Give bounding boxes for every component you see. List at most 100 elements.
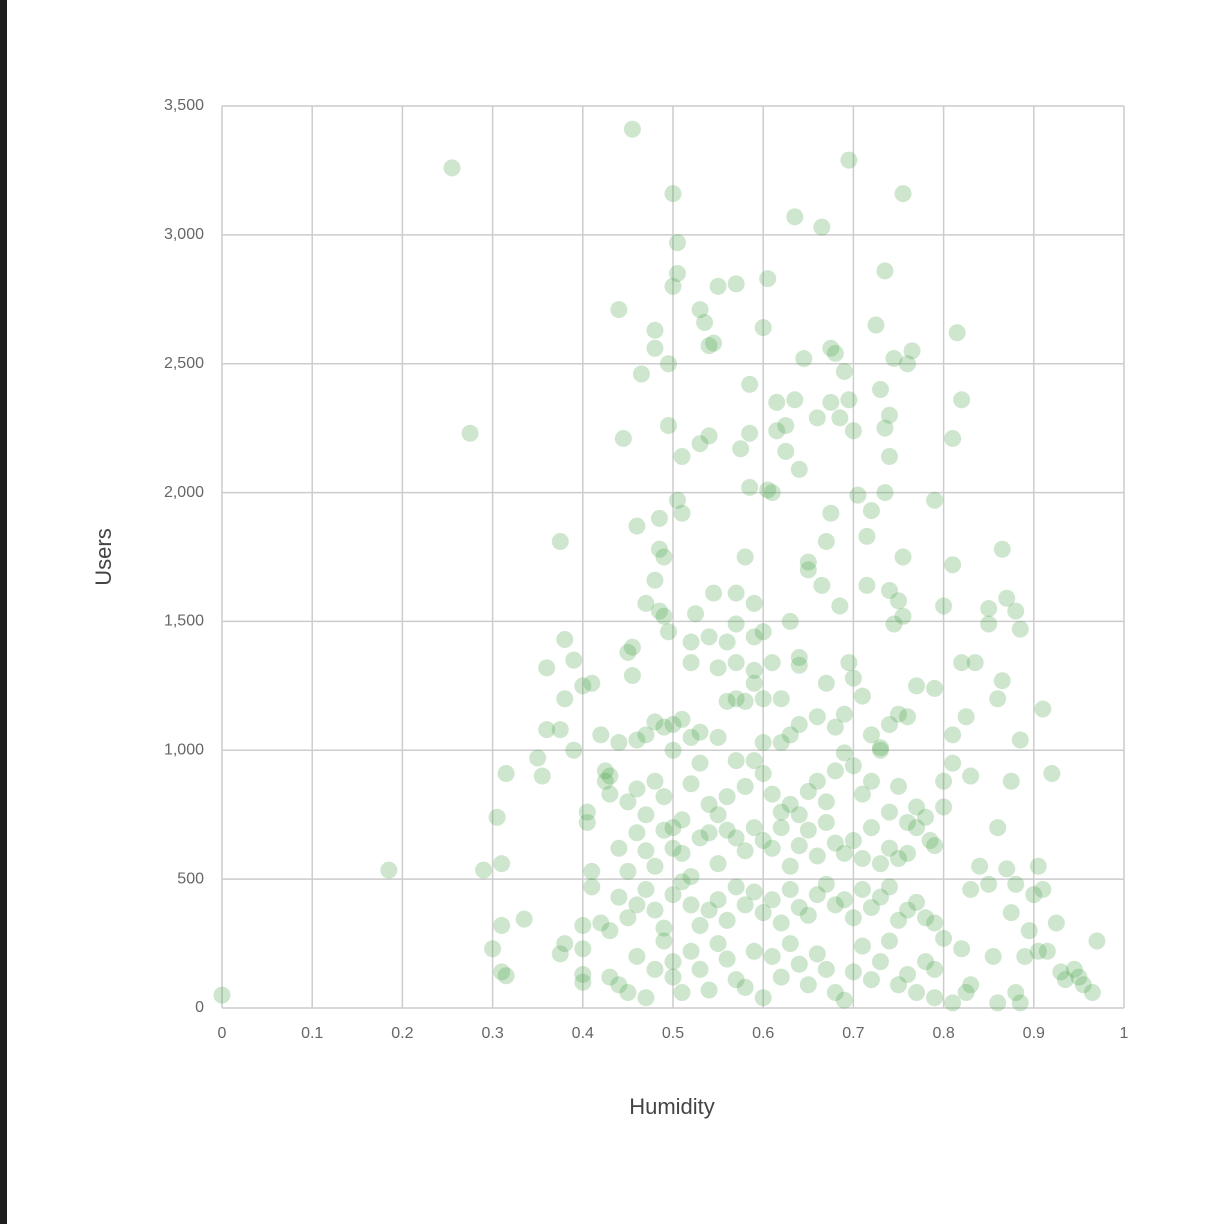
point	[894, 185, 912, 203]
point	[628, 780, 646, 798]
point	[574, 677, 592, 695]
point	[926, 989, 944, 1007]
y-tick-label: 0	[195, 999, 204, 1016]
point	[637, 726, 655, 744]
point	[790, 837, 808, 855]
point	[655, 821, 673, 839]
point	[853, 937, 871, 955]
point	[826, 984, 844, 1002]
point	[673, 844, 691, 862]
y-tick-label: 3,000	[164, 226, 204, 243]
point	[655, 788, 673, 806]
point	[1088, 932, 1106, 950]
point	[682, 633, 700, 651]
point	[632, 365, 650, 383]
point	[853, 785, 871, 803]
point	[619, 862, 637, 880]
point	[1056, 971, 1074, 989]
point	[781, 795, 799, 813]
point	[601, 968, 619, 986]
point	[926, 679, 944, 697]
point	[799, 561, 817, 579]
point	[1038, 942, 1056, 960]
point	[808, 409, 826, 427]
point	[754, 989, 772, 1007]
point	[826, 762, 844, 780]
point	[763, 785, 781, 803]
point	[687, 605, 705, 623]
point	[899, 844, 917, 862]
point	[862, 772, 880, 790]
point	[533, 767, 551, 785]
point	[556, 690, 574, 708]
point	[840, 391, 858, 409]
point	[700, 427, 718, 445]
point	[826, 834, 844, 852]
point	[659, 417, 677, 435]
point	[808, 945, 826, 963]
point	[619, 984, 637, 1002]
point	[980, 875, 998, 893]
point	[556, 630, 574, 648]
x-tick-label: 0.7	[842, 1025, 864, 1042]
point	[808, 886, 826, 904]
point	[948, 324, 966, 342]
point	[664, 953, 682, 971]
point	[817, 533, 835, 551]
point	[745, 942, 763, 960]
point	[935, 772, 953, 790]
point	[601, 785, 619, 803]
y-tick-label: 1,500	[164, 613, 204, 630]
point	[831, 597, 849, 615]
point	[1011, 731, 1029, 749]
point	[822, 504, 840, 522]
point	[989, 994, 1007, 1012]
point	[646, 339, 664, 357]
point	[768, 422, 786, 440]
point	[908, 893, 926, 911]
point	[813, 576, 831, 594]
point	[772, 914, 790, 932]
point	[890, 911, 907, 929]
point	[745, 674, 763, 692]
point	[777, 417, 795, 435]
point	[709, 728, 727, 746]
y-tick-label: 500	[177, 870, 204, 887]
point	[673, 447, 691, 465]
point	[903, 342, 921, 360]
point	[1029, 942, 1047, 960]
x-tick-label: 1	[1120, 1025, 1129, 1042]
point	[885, 350, 903, 368]
point	[619, 643, 637, 661]
point	[844, 831, 862, 849]
point	[871, 741, 889, 759]
point	[899, 813, 917, 831]
point	[1043, 764, 1061, 782]
point	[759, 270, 777, 288]
point	[628, 947, 646, 965]
point	[890, 705, 907, 723]
point	[1020, 922, 1038, 940]
point	[763, 891, 781, 909]
point	[894, 548, 912, 566]
point	[610, 734, 628, 752]
point	[862, 898, 880, 916]
point	[691, 723, 709, 741]
point	[754, 904, 772, 922]
point	[871, 380, 889, 398]
point	[908, 819, 926, 837]
point	[623, 667, 641, 685]
point	[380, 861, 398, 879]
point	[741, 478, 759, 496]
point	[894, 607, 912, 625]
point	[799, 783, 817, 801]
point	[862, 502, 880, 520]
point	[709, 891, 727, 909]
point	[650, 602, 668, 620]
point	[1034, 700, 1052, 718]
point	[745, 628, 763, 646]
point	[926, 837, 944, 855]
point	[921, 831, 939, 849]
x-tick-label: 0.8	[932, 1025, 954, 1042]
point	[1065, 960, 1083, 978]
